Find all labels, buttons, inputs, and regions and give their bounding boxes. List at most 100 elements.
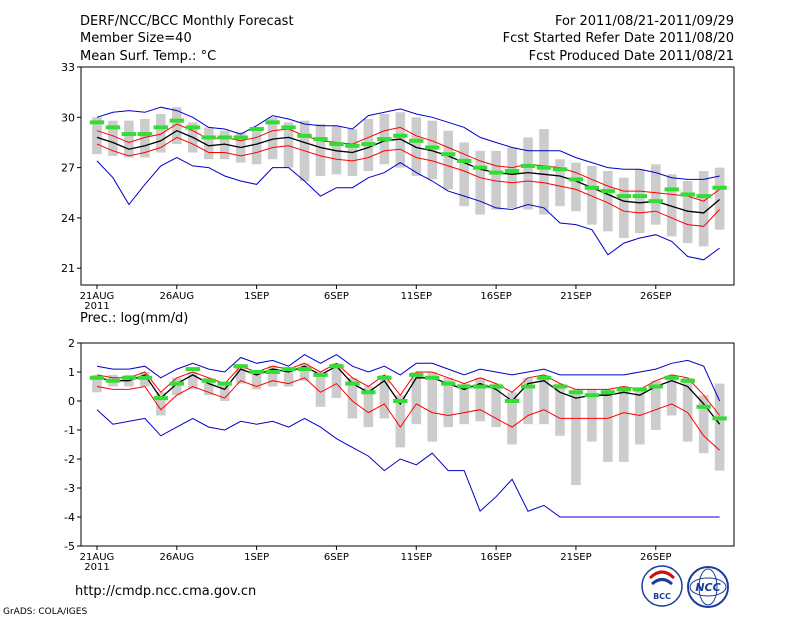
- prec-ytick-label: -1: [64, 424, 75, 437]
- temp-range-box: [587, 165, 597, 225]
- temp-ytick-label: 27: [61, 162, 75, 175]
- temp-range-box: [571, 162, 581, 212]
- temp-range-box: [108, 120, 118, 156]
- prec-range-box: [156, 392, 166, 416]
- prec-median-marker: [217, 381, 232, 386]
- prec-median-marker: [441, 381, 456, 386]
- temp-median-marker: [265, 120, 280, 125]
- prec-median-marker: [153, 396, 169, 401]
- precip-panel-title: Prec.: log(mm/d): [80, 311, 188, 326]
- temp-ytick-label: 30: [61, 111, 75, 124]
- prec-range-box: [714, 383, 725, 471]
- prec-range-box: [267, 366, 278, 387]
- prec-median-marker: [137, 375, 153, 380]
- temp-series-ensemble-max-3: [96, 106, 720, 180]
- prec-xtick-label: 6SEP: [324, 552, 349, 563]
- temp-median-marker: [153, 125, 169, 130]
- prec-series-ensemble-mean-0: [96, 365, 721, 425]
- prec-range-box: [603, 389, 613, 462]
- prec-median-marker: [456, 384, 472, 389]
- prec-median-marker: [265, 370, 280, 374]
- temp-range-box: [140, 118, 150, 158]
- prec-range-box: [172, 377, 182, 396]
- prec-median-marker: [632, 387, 647, 392]
- ncc-logo-text: NCC: [695, 581, 720, 594]
- prec-ytick-label: -4: [64, 511, 75, 524]
- prec-range-box: [251, 372, 262, 390]
- prec-median-marker: [696, 404, 711, 409]
- prec-median-marker: [393, 399, 408, 403]
- temp-range-box: [331, 125, 342, 175]
- prec-series-mean-1-std-1: [96, 362, 720, 416]
- temp-median-marker: [393, 133, 408, 138]
- temp-range-box: [507, 147, 517, 208]
- prec-range-box: [395, 395, 406, 448]
- prec-median-marker: [536, 375, 552, 380]
- prec-range-box: [443, 377, 454, 428]
- prec-range-box: [491, 383, 501, 428]
- temp-range-box: [619, 177, 629, 239]
- temp-median-marker: [297, 133, 312, 138]
- temp-median-marker: [584, 185, 600, 190]
- temp-median-marker: [345, 143, 360, 148]
- prec-ytick-label: -3: [64, 482, 75, 495]
- temp-median-marker: [313, 137, 328, 142]
- temp-range-box: [395, 112, 406, 168]
- temp-median-marker: [185, 125, 200, 130]
- prec-median-marker: [361, 390, 376, 395]
- prec-median-marker: [121, 375, 137, 380]
- temp-range-box: [315, 124, 326, 176]
- prec-ytick-label: -2: [64, 453, 75, 466]
- prec-series-mean-1-std-2: [96, 377, 720, 451]
- prec-range-box: [315, 372, 326, 407]
- prec-median-marker: [504, 399, 520, 403]
- prec-range-box: [635, 389, 645, 445]
- temp-median-marker: [217, 135, 232, 140]
- prec-range-box: [555, 383, 565, 436]
- temp-range-box: [156, 113, 166, 153]
- prec-range-box: [299, 363, 310, 381]
- start-refer-date: Fcst Started Refer Date 2011/08/20: [503, 31, 734, 46]
- prec-median-marker: [488, 384, 504, 389]
- bcc-logo-text: BCC: [653, 592, 671, 601]
- temp-median-marker: [169, 118, 184, 123]
- prec-range-box: [331, 363, 342, 399]
- prec-range-box: [698, 395, 709, 454]
- temp-range-box: [443, 130, 454, 190]
- prec-median-marker: [185, 367, 200, 372]
- temp-xtick-label: 26AUG: [159, 291, 194, 302]
- prec-range-box: [539, 374, 549, 425]
- temp-median-marker: [664, 187, 679, 192]
- temp-ytick-label: 21: [61, 262, 75, 275]
- prec-range-box: [203, 377, 214, 396]
- variable-label: Mean Surf. Temp.: °C: [80, 49, 216, 64]
- prec-series-ensemble-max-3: [96, 354, 721, 402]
- temp-plot-frame: [80, 66, 735, 286]
- temp-median-marker: [488, 170, 504, 175]
- prec-range-box: [235, 366, 246, 384]
- temp-median-marker: [409, 138, 424, 143]
- prec-xtick-label: 21SEP: [560, 552, 591, 563]
- prec-ytick-label: 1: [68, 366, 75, 379]
- temp-range-box: [635, 169, 645, 234]
- temp-median-marker: [648, 199, 663, 204]
- temp-median-marker: [456, 158, 472, 163]
- prec-range-box: [475, 377, 485, 422]
- temp-xtick-label: 11SEP: [401, 291, 432, 302]
- prec-median-marker: [345, 381, 360, 386]
- prec-median-marker: [712, 416, 727, 421]
- temp-series-mean-1-std-2: [96, 136, 720, 227]
- temp-range-box: [92, 117, 102, 155]
- temp-median-marker: [201, 135, 216, 140]
- prec-median-marker: [552, 384, 568, 389]
- temp-range-box: [411, 117, 422, 176]
- temp-range-box: [714, 167, 725, 230]
- temp-range-box: [523, 137, 533, 210]
- temp-median-marker: [504, 168, 520, 173]
- prec-median-marker: [584, 393, 600, 398]
- temp-series-ensemble-mean-0: [96, 129, 721, 214]
- temp-range-box: [682, 181, 693, 244]
- temp-xtick-label: 26SEP: [640, 291, 671, 302]
- member-size: Member Size=40: [80, 31, 192, 46]
- prec-median-marker: [648, 384, 663, 389]
